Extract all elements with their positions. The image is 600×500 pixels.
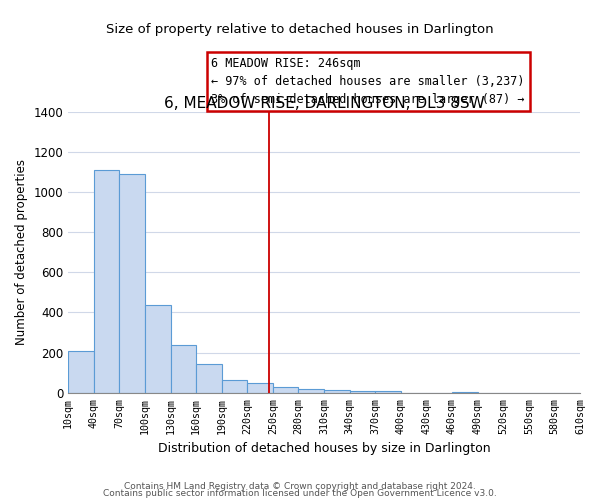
Bar (247, 383, 273, 393)
Bar (94, 170, 119, 393)
Bar (324, 390, 350, 393)
Text: Contains public sector information licensed under the Open Government Licence v3: Contains public sector information licen… (103, 489, 497, 498)
Bar (375, 391, 401, 393)
Bar (68, 350, 94, 393)
X-axis label: Distribution of detached houses by size in Darlington: Distribution of detached houses by size … (158, 442, 490, 455)
Y-axis label: Number of detached properties: Number of detached properties (15, 160, 28, 346)
Bar (222, 380, 247, 393)
Bar (298, 389, 324, 393)
Bar (119, 174, 145, 393)
Bar (145, 306, 170, 393)
Title: 6, MEADOW RISE, DARLINGTON, DL3 8SW: 6, MEADOW RISE, DARLINGTON, DL3 8SW (164, 96, 484, 110)
Text: Contains HM Land Registry data © Crown copyright and database right 2024.: Contains HM Land Registry data © Crown c… (124, 482, 476, 491)
Bar (196, 364, 222, 393)
Bar (170, 344, 196, 393)
Text: Size of property relative to detached houses in Darlington: Size of property relative to detached ho… (106, 22, 494, 36)
Text: 6 MEADOW RISE: 246sqm
← 97% of detached houses are smaller (3,237)
3% of semi-de: 6 MEADOW RISE: 246sqm ← 97% of detached … (211, 57, 525, 106)
Bar (273, 387, 298, 393)
Bar (452, 392, 478, 393)
Bar (350, 391, 375, 393)
